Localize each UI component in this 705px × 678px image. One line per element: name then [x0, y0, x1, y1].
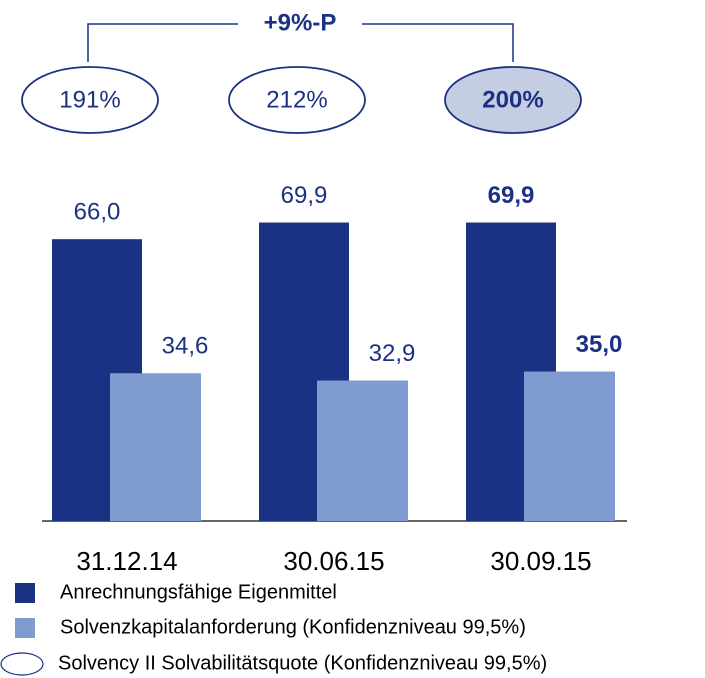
bar — [110, 373, 201, 521]
value-label: 32,9 — [369, 340, 416, 367]
bar — [524, 371, 615, 521]
x-tick-label: 30.06.15 — [283, 546, 384, 576]
legend-swatch — [15, 618, 35, 638]
ratio-label: 200% — [482, 86, 543, 113]
value-label: 66,0 — [74, 199, 121, 226]
x-tick-label: 31.12.14 — [76, 546, 177, 576]
value-label: 34,6 — [162, 333, 209, 360]
ratio-label: 191% — [59, 86, 120, 113]
legend-swatch — [15, 583, 35, 603]
x-tick-label: 30.09.15 — [490, 546, 591, 576]
value-label: 35,0 — [576, 331, 623, 358]
ratio-ellipse — [228, 66, 366, 134]
legend-label: Anrechnungsfähige Eigenmittel — [60, 581, 337, 603]
value-label: 69,9 — [281, 182, 328, 209]
legend-label: Solvenzkapitalanforderung (Konfidenznive… — [60, 616, 526, 638]
ratio-label: 212% — [266, 86, 327, 113]
annotation-bracket — [87, 23, 514, 62]
bar — [317, 380, 408, 521]
annotation: +9%-P — [264, 9, 337, 36]
legend-label: Solvency II Solvabilitätsquote (Konfiden… — [58, 652, 547, 674]
ratio-ellipse — [444, 66, 582, 134]
ratio-ellipse — [21, 66, 159, 134]
legend-swatch — [0, 652, 44, 676]
value-label: 69,9 — [488, 182, 535, 209]
